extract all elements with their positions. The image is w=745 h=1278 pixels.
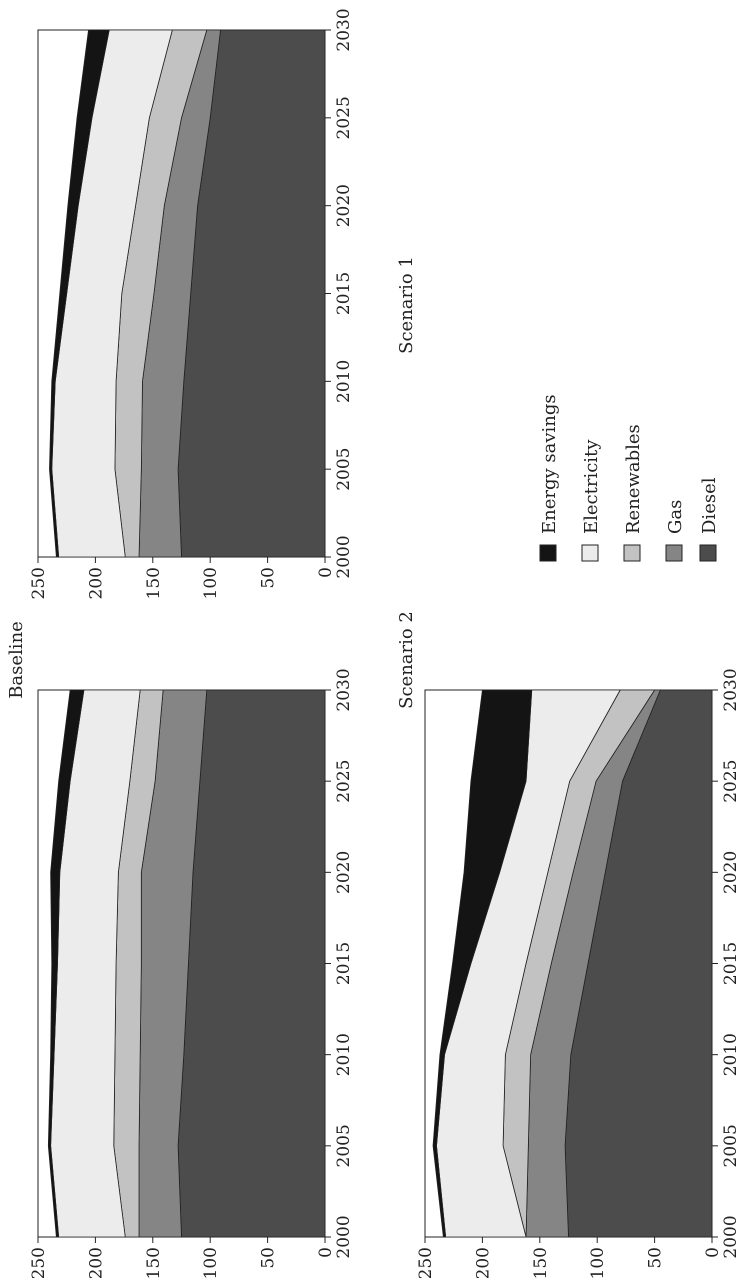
y-axis-scenario-1: 0 50 100 150 200 250 (29, 557, 336, 599)
x-axis-scenario-2: 2000 2005 2010 2015 2020 2025 2030 (712, 668, 741, 1259)
x-tick-label: 2010 (721, 1033, 741, 1076)
legend-label-renewables: Renewables (623, 424, 644, 534)
panel-title-scenario-2: Scenario 2 (396, 611, 417, 709)
x-tick-label: 2010 (334, 360, 354, 403)
x-tick-label: 2010 (334, 1033, 354, 1076)
y-tick-label: 200 (473, 1247, 493, 1278)
x-tick-label: 2015 (334, 272, 354, 315)
area-energy-savings (49, 29, 110, 558)
x-tick-label: 2030 (721, 668, 741, 711)
y-tick-label: 100 (201, 1247, 221, 1278)
x-tick-label: 2000 (334, 535, 354, 578)
x-tick-label: 2000 (334, 1215, 354, 1258)
legend-swatch-diesel (699, 544, 717, 562)
x-axis-scenario-1: 2000 2005 2010 2015 2020 2025 2030 (325, 8, 354, 579)
x-tick-label: 2025 (334, 96, 354, 139)
x-tick-label: 2020 (721, 851, 741, 894)
y-tick-label: 100 (588, 1247, 608, 1278)
y-tick-label: 0 (316, 567, 336, 578)
plot-area-scenario-2 (432, 689, 713, 1238)
legend-label-energy-savings: Energy savings (539, 394, 560, 534)
plot-area-scenario-1 (49, 29, 326, 558)
x-tick-label: 2015 (334, 942, 354, 985)
legend-swatch-electricity (581, 544, 599, 562)
y-axis-baseline: 0 50 100 150 200 250 (29, 1237, 336, 1278)
y-tick-label: 50 (259, 567, 279, 589)
y-tick-label: 250 (29, 567, 49, 599)
y-tick-label: 150 (531, 1247, 551, 1278)
legend-swatch-energy-savings (539, 544, 557, 562)
panel-title-baseline: Baseline (6, 621, 27, 699)
x-tick-label: 2020 (334, 851, 354, 894)
x-tick-label: 2005 (334, 448, 354, 491)
y-tick-label: 200 (86, 567, 106, 599)
y-tick-label: 200 (86, 1247, 106, 1278)
panel-baseline: Baseline 0 50 100 150 200 250 2000 2005 2010 201… (6, 621, 354, 1278)
area-energy-savings (432, 689, 533, 1238)
x-tick-label: 2020 (334, 184, 354, 227)
legend-swatch-gas (665, 544, 683, 562)
y-tick-label: 50 (259, 1247, 279, 1269)
y-tick-label: 50 (646, 1247, 666, 1269)
legend-label-electricity: Electricity (581, 439, 602, 534)
panel-title-scenario-1: Scenario 1 (396, 256, 417, 354)
x-tick-label: 2030 (334, 8, 354, 51)
y-tick-label: 150 (144, 567, 164, 599)
x-axis-baseline: 2000 2005 2010 2015 2020 2025 2030 (325, 668, 354, 1259)
x-tick-label: 2025 (721, 760, 741, 803)
legend-swatch-renewables (623, 544, 641, 562)
x-tick-label: 2005 (334, 1124, 354, 1167)
x-tick-label: 2030 (334, 668, 354, 711)
y-tick-label: 0 (316, 1247, 336, 1258)
x-tick-label: 2025 (334, 760, 354, 803)
y-axis-scenario-2: 0 50 100 150 200 250 (416, 1237, 723, 1278)
y-tick-label: 0 (703, 1247, 723, 1258)
area-energy-savings (47, 689, 85, 1238)
legend-label-gas: Gas (665, 500, 686, 534)
x-tick-label: 2015 (721, 942, 741, 985)
legend-label-diesel: Diesel (699, 477, 720, 534)
y-tick-label: 100 (201, 567, 221, 599)
x-tick-label: 2000 (721, 1215, 741, 1258)
plot-area-baseline (47, 689, 326, 1238)
y-tick-label: 250 (416, 1247, 436, 1278)
y-tick-label: 150 (144, 1247, 164, 1278)
legend: Energy savings Electricity Renewables Gas Di… (539, 394, 720, 562)
y-tick-label: 250 (29, 1247, 49, 1278)
x-tick-label: 2005 (721, 1124, 741, 1167)
